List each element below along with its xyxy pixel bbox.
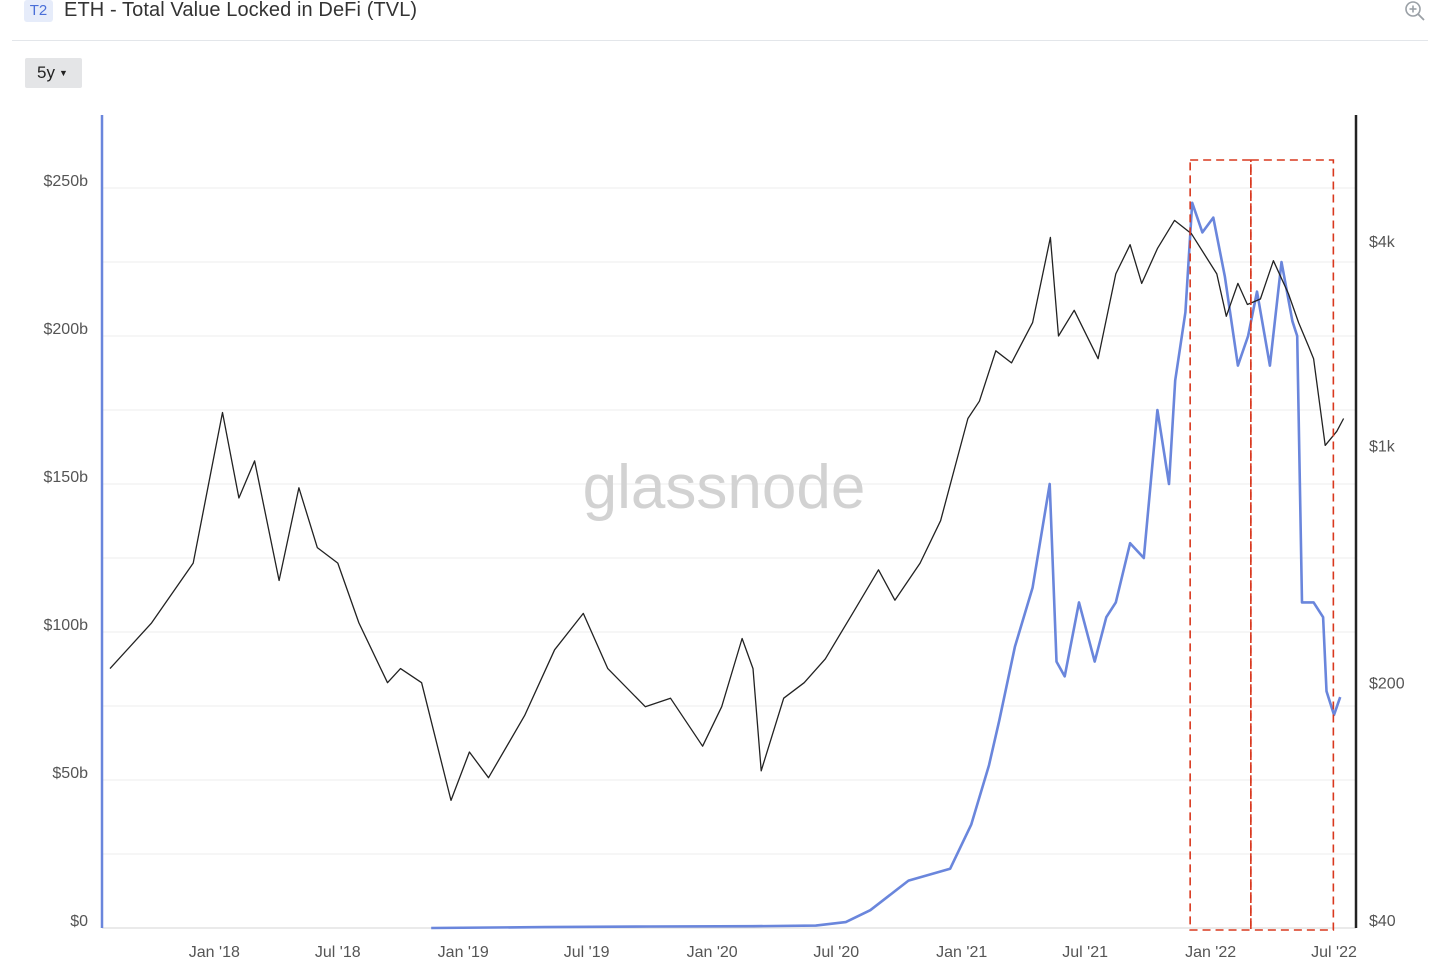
right-tick-label: $1k <box>1369 438 1396 455</box>
series-lines <box>109 201 1345 930</box>
highlight-boxes <box>1189 159 1335 931</box>
right-tick-label: $4k <box>1369 234 1396 251</box>
zoom-in-icon[interactable] <box>1404 0 1426 22</box>
right-axis: $40 $200 $1k $4k <box>1354 115 1405 930</box>
watermark: glassnode <box>583 453 866 522</box>
x-tick-label: Jul '21 <box>1062 944 1108 961</box>
left-tick-label: $100b <box>44 617 89 634</box>
x-tick-label: Jul '19 <box>564 944 610 961</box>
tvl-line <box>431 201 1342 930</box>
highlight-box <box>1189 159 1252 931</box>
left-axis: $0 $50b $100b $150b $200b $250b <box>44 115 104 930</box>
tier-badge: T2 <box>24 0 53 22</box>
x-tick-label: Jan '19 <box>438 944 489 961</box>
left-tick-label: $150b <box>44 469 89 486</box>
x-tick-label: Jan '20 <box>687 944 738 961</box>
left-tick-label: $200b <box>44 321 89 338</box>
chart-title: ETH - Total Value Locked in DeFi (TVL) <box>64 0 418 21</box>
time-range-label: 5y <box>37 63 55 82</box>
x-tick-label: Jan '21 <box>936 944 987 961</box>
gridlines <box>102 187 1356 929</box>
right-tick-label: $200 <box>1369 676 1405 693</box>
left-tick-label: $0 <box>70 913 88 930</box>
chart-header: T2 ETH - Total Value Locked in DeFi (TVL… <box>12 0 1428 41</box>
x-tick-label: Jan '18 <box>189 944 240 961</box>
x-tick-label: Jul '20 <box>813 944 859 961</box>
x-tick-label: Jul '18 <box>315 944 361 961</box>
time-range-dropdown[interactable]: 5y ▼ <box>25 58 82 88</box>
left-tick-label: $250b <box>44 173 89 190</box>
caret-down-icon: ▼ <box>58 68 68 78</box>
x-tick-label: Jul '22 <box>1311 944 1357 961</box>
x-axis: Jan '18 Jul '18 Jan '19 Jul '19 Jan '20 Jul '… <box>189 944 1357 961</box>
highlight-box <box>1250 159 1335 931</box>
right-tick-label: $40 <box>1369 913 1396 930</box>
left-tick-label: $50b <box>52 765 88 782</box>
x-tick-label: Jan '22 <box>1185 944 1236 961</box>
eth-price-line <box>109 219 1345 802</box>
